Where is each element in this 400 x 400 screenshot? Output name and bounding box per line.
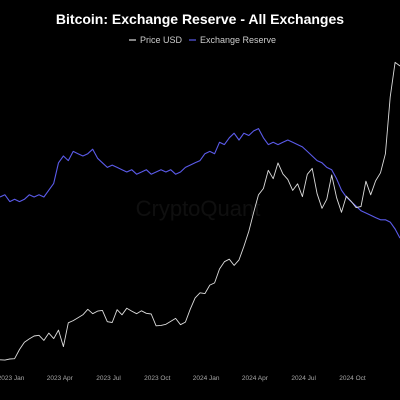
x-tick-label: 2023 Jul <box>96 375 121 382</box>
series-layer <box>0 61 400 361</box>
x-tick-label: 2024 Jul <box>291 375 316 382</box>
x-tick-label: 2024 Jan <box>193 375 220 382</box>
legend-label-price: Price USD <box>140 35 183 45</box>
x-tick-label: 2023 Oct <box>144 375 171 382</box>
x-axis-ticks: 2023 Jan 2023 Apr 2023 Jul 2023 Oct 2024 Jan… <box>0 375 366 382</box>
x-tick-label: 2024 Apr <box>242 375 269 382</box>
watermark: CryptoQuant <box>136 196 261 221</box>
chart-title: Bitcoin: Exchange Reserve - All Exchange… <box>56 11 344 27</box>
x-tick-label: 2023 Jan <box>0 375 25 382</box>
legend-label-reserve: Exchange Reserve <box>200 35 276 45</box>
x-tick-label: 2023 Apr <box>47 375 74 382</box>
x-tick-label: 2024 Oct <box>339 375 366 382</box>
legend: Price USD Exchange Reserve <box>129 35 276 45</box>
series-line-price-usd <box>0 61 400 361</box>
series-line-exchange-reserve <box>0 128 400 239</box>
